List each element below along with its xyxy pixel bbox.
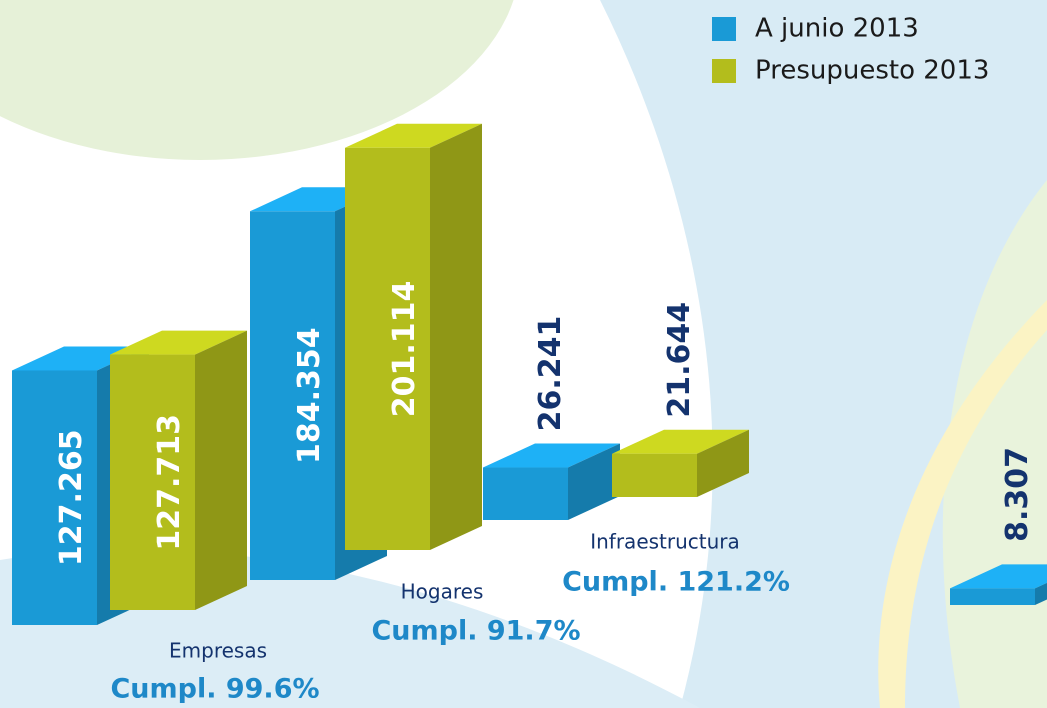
legend-label: Presupuesto 2013 — [755, 56, 989, 86]
value-label: 184.354 — [292, 327, 327, 464]
value-label: 26.241 — [533, 316, 568, 432]
legend-swatch — [712, 59, 736, 83]
chart: 127.265 184.354 26.241 8.307 127.713 201.114 2… — [0, 0, 1047, 708]
bar-front — [483, 468, 568, 520]
bar-front — [612, 454, 697, 497]
legend-label: A junio 2013 — [755, 14, 919, 44]
annotation: Cumpl. 99.6% — [110, 674, 319, 705]
category-label: Hogares — [401, 580, 484, 604]
bar-front — [950, 588, 1035, 605]
category-label: Infraestructura — [590, 530, 740, 554]
category-label: Empresas — [169, 639, 267, 663]
value-label: 21.644 — [662, 302, 697, 418]
bar-side — [430, 124, 482, 550]
annotation: Cumpl. 91.7% — [371, 616, 580, 647]
value-label: 127.265 — [54, 429, 89, 566]
value-label: 127.713 — [152, 414, 187, 551]
legend-swatch — [712, 17, 736, 41]
value-label: 8.307 — [1000, 447, 1035, 542]
value-label: 201.114 — [387, 281, 422, 418]
bar-side — [195, 331, 247, 610]
annotation: Cumpl. 121.2% — [562, 567, 790, 598]
page: {"chart_data": {"type": "bar", "categori… — [0, 0, 1047, 708]
